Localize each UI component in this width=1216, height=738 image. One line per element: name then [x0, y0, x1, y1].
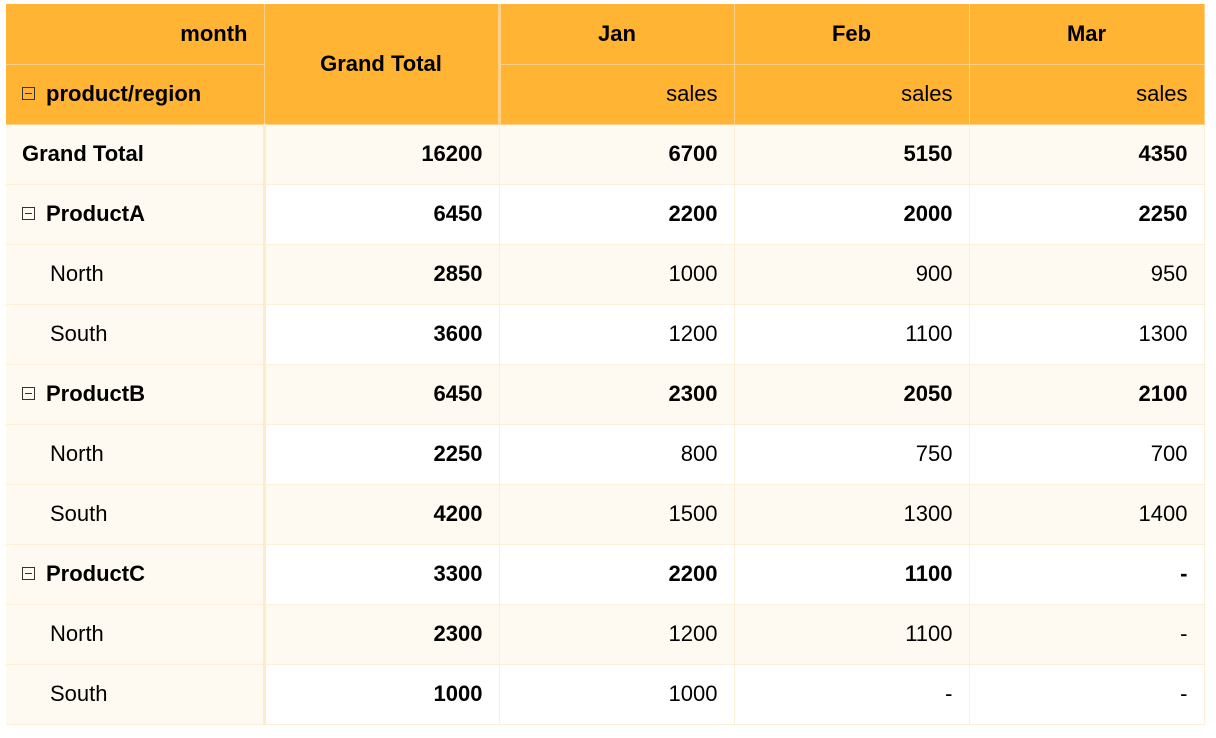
value-cell: 2000	[734, 184, 970, 245]
value-cell: 5150	[734, 124, 970, 185]
value-cell: 950	[969, 244, 1205, 305]
collapse-minus-icon[interactable]	[22, 86, 35, 100]
row-header-cell: South	[6, 484, 266, 545]
row-header-cell: Grand Total	[6, 124, 266, 185]
row-header-cell: South	[6, 304, 266, 365]
value-cell: 1100	[734, 304, 970, 365]
value-cell: 6700	[499, 124, 735, 185]
value-cell: 1300	[969, 304, 1205, 365]
grand-total-cell: 2250	[264, 424, 500, 485]
value-cell: 900	[734, 244, 970, 305]
collapse-minus-icon[interactable]	[22, 206, 35, 220]
value-cell: 2200	[499, 544, 735, 605]
row-label: ProductC	[46, 561, 145, 587]
row-label: ProductA	[46, 201, 145, 227]
table-row: North 2300 1200 1100-	[6, 604, 1205, 665]
group-row: ProductB 6450 2300 2050 2100	[6, 364, 1205, 425]
row-label: Grand Total	[22, 141, 144, 167]
collapse-minus-icon[interactable]	[22, 566, 35, 580]
grand-total-cell: 1000	[264, 664, 500, 725]
table-row: South 1000 1000- -	[6, 664, 1205, 725]
pivot-header: month Grand Total Jan Feb Mar product/re…	[6, 4, 1205, 125]
value-cell: 4350	[969, 124, 1205, 185]
value-cell: 1200	[499, 604, 735, 665]
measure-header-mar: sales	[969, 64, 1205, 125]
month-header-feb: Feb	[734, 4, 970, 65]
grand-total-cell: 3600	[264, 304, 500, 365]
grand-total-row: Grand Total 16200 6700 5150 4350	[6, 124, 1205, 185]
grand-total-cell: 6450	[264, 364, 500, 425]
collapse-minus-icon[interactable]	[22, 386, 35, 400]
pivot-body: Grand Total 16200 6700 5150 4350 ProductA 6450…	[6, 124, 1205, 725]
header-row-month: month Grand Total Jan Feb Mar	[6, 4, 1205, 125]
table-row: South 3600 1200 1100 1300	[6, 304, 1205, 365]
grand-total-cell: 4200	[264, 484, 500, 545]
grand-total-cell: 3300	[264, 544, 500, 605]
value-cell: 750	[734, 424, 970, 485]
month-header-jan: Jan	[499, 4, 735, 65]
table-row: North 2850 1000 900 950	[6, 244, 1205, 305]
value-cell: 2050	[734, 364, 970, 425]
table-row: South 4200 1500 1300 1400	[6, 484, 1205, 545]
row-label: North	[50, 621, 104, 647]
value-cell: 2250	[969, 184, 1205, 245]
group-row: ProductA 6450 2200 2000 2250	[6, 184, 1205, 245]
grand-total-cell: 6450	[264, 184, 500, 245]
row-header-cell[interactable]: ProductC	[6, 544, 266, 605]
value-cell: 2300	[499, 364, 735, 425]
row-header-cell: South	[6, 664, 266, 725]
grand-total-header: Grand Total	[264, 4, 501, 125]
value-cell: -	[734, 664, 970, 725]
value-cell: 1500	[499, 484, 735, 545]
value-cell: 1300	[734, 484, 970, 545]
row-dimension-header: product/region	[6, 64, 265, 125]
pivot-table: month Grand Total Jan Feb Mar product/re…	[6, 4, 1205, 725]
value-cell: 700	[969, 424, 1205, 485]
row-dimension-label: product/region	[46, 81, 202, 107]
group-row: ProductC 3300 2200 1100-	[6, 544, 1205, 605]
value-cell: 1200	[499, 304, 735, 365]
table-row: North 2250 800 750 700	[6, 424, 1205, 485]
value-cell: 1100	[734, 544, 970, 605]
row-label: North	[50, 261, 104, 287]
row-header-cell[interactable]: ProductB	[6, 364, 266, 425]
row-label: ProductB	[46, 381, 145, 407]
row-header-cell[interactable]: ProductA	[6, 184, 266, 245]
value-cell: -	[969, 604, 1205, 665]
row-label: South	[50, 501, 108, 527]
grand-total-cell: 2300	[264, 604, 500, 665]
column-dimension-label: month	[6, 4, 265, 65]
row-header-cell: North	[6, 604, 266, 665]
value-cell: 2200	[499, 184, 735, 245]
row-header-cell: North	[6, 244, 266, 305]
value-cell: 1000	[499, 664, 735, 725]
value-cell: -	[969, 544, 1205, 605]
row-label: South	[50, 681, 108, 707]
value-cell: -	[969, 664, 1205, 725]
grand-total-cell: 2850	[264, 244, 500, 305]
header-row-measure: product/region sales sales sales	[6, 64, 1205, 125]
measure-header-jan: sales	[499, 64, 735, 125]
row-label: North	[50, 441, 104, 467]
value-cell: 1400	[969, 484, 1205, 545]
value-cell: 1100	[734, 604, 970, 665]
grand-total-cell: 16200	[264, 124, 500, 185]
value-cell: 2100	[969, 364, 1205, 425]
value-cell: 1000	[499, 244, 735, 305]
row-header-cell: North	[6, 424, 266, 485]
month-header-mar: Mar	[969, 4, 1205, 65]
measure-header-feb: sales	[734, 64, 970, 125]
value-cell: 800	[499, 424, 735, 485]
row-label: South	[50, 321, 108, 347]
